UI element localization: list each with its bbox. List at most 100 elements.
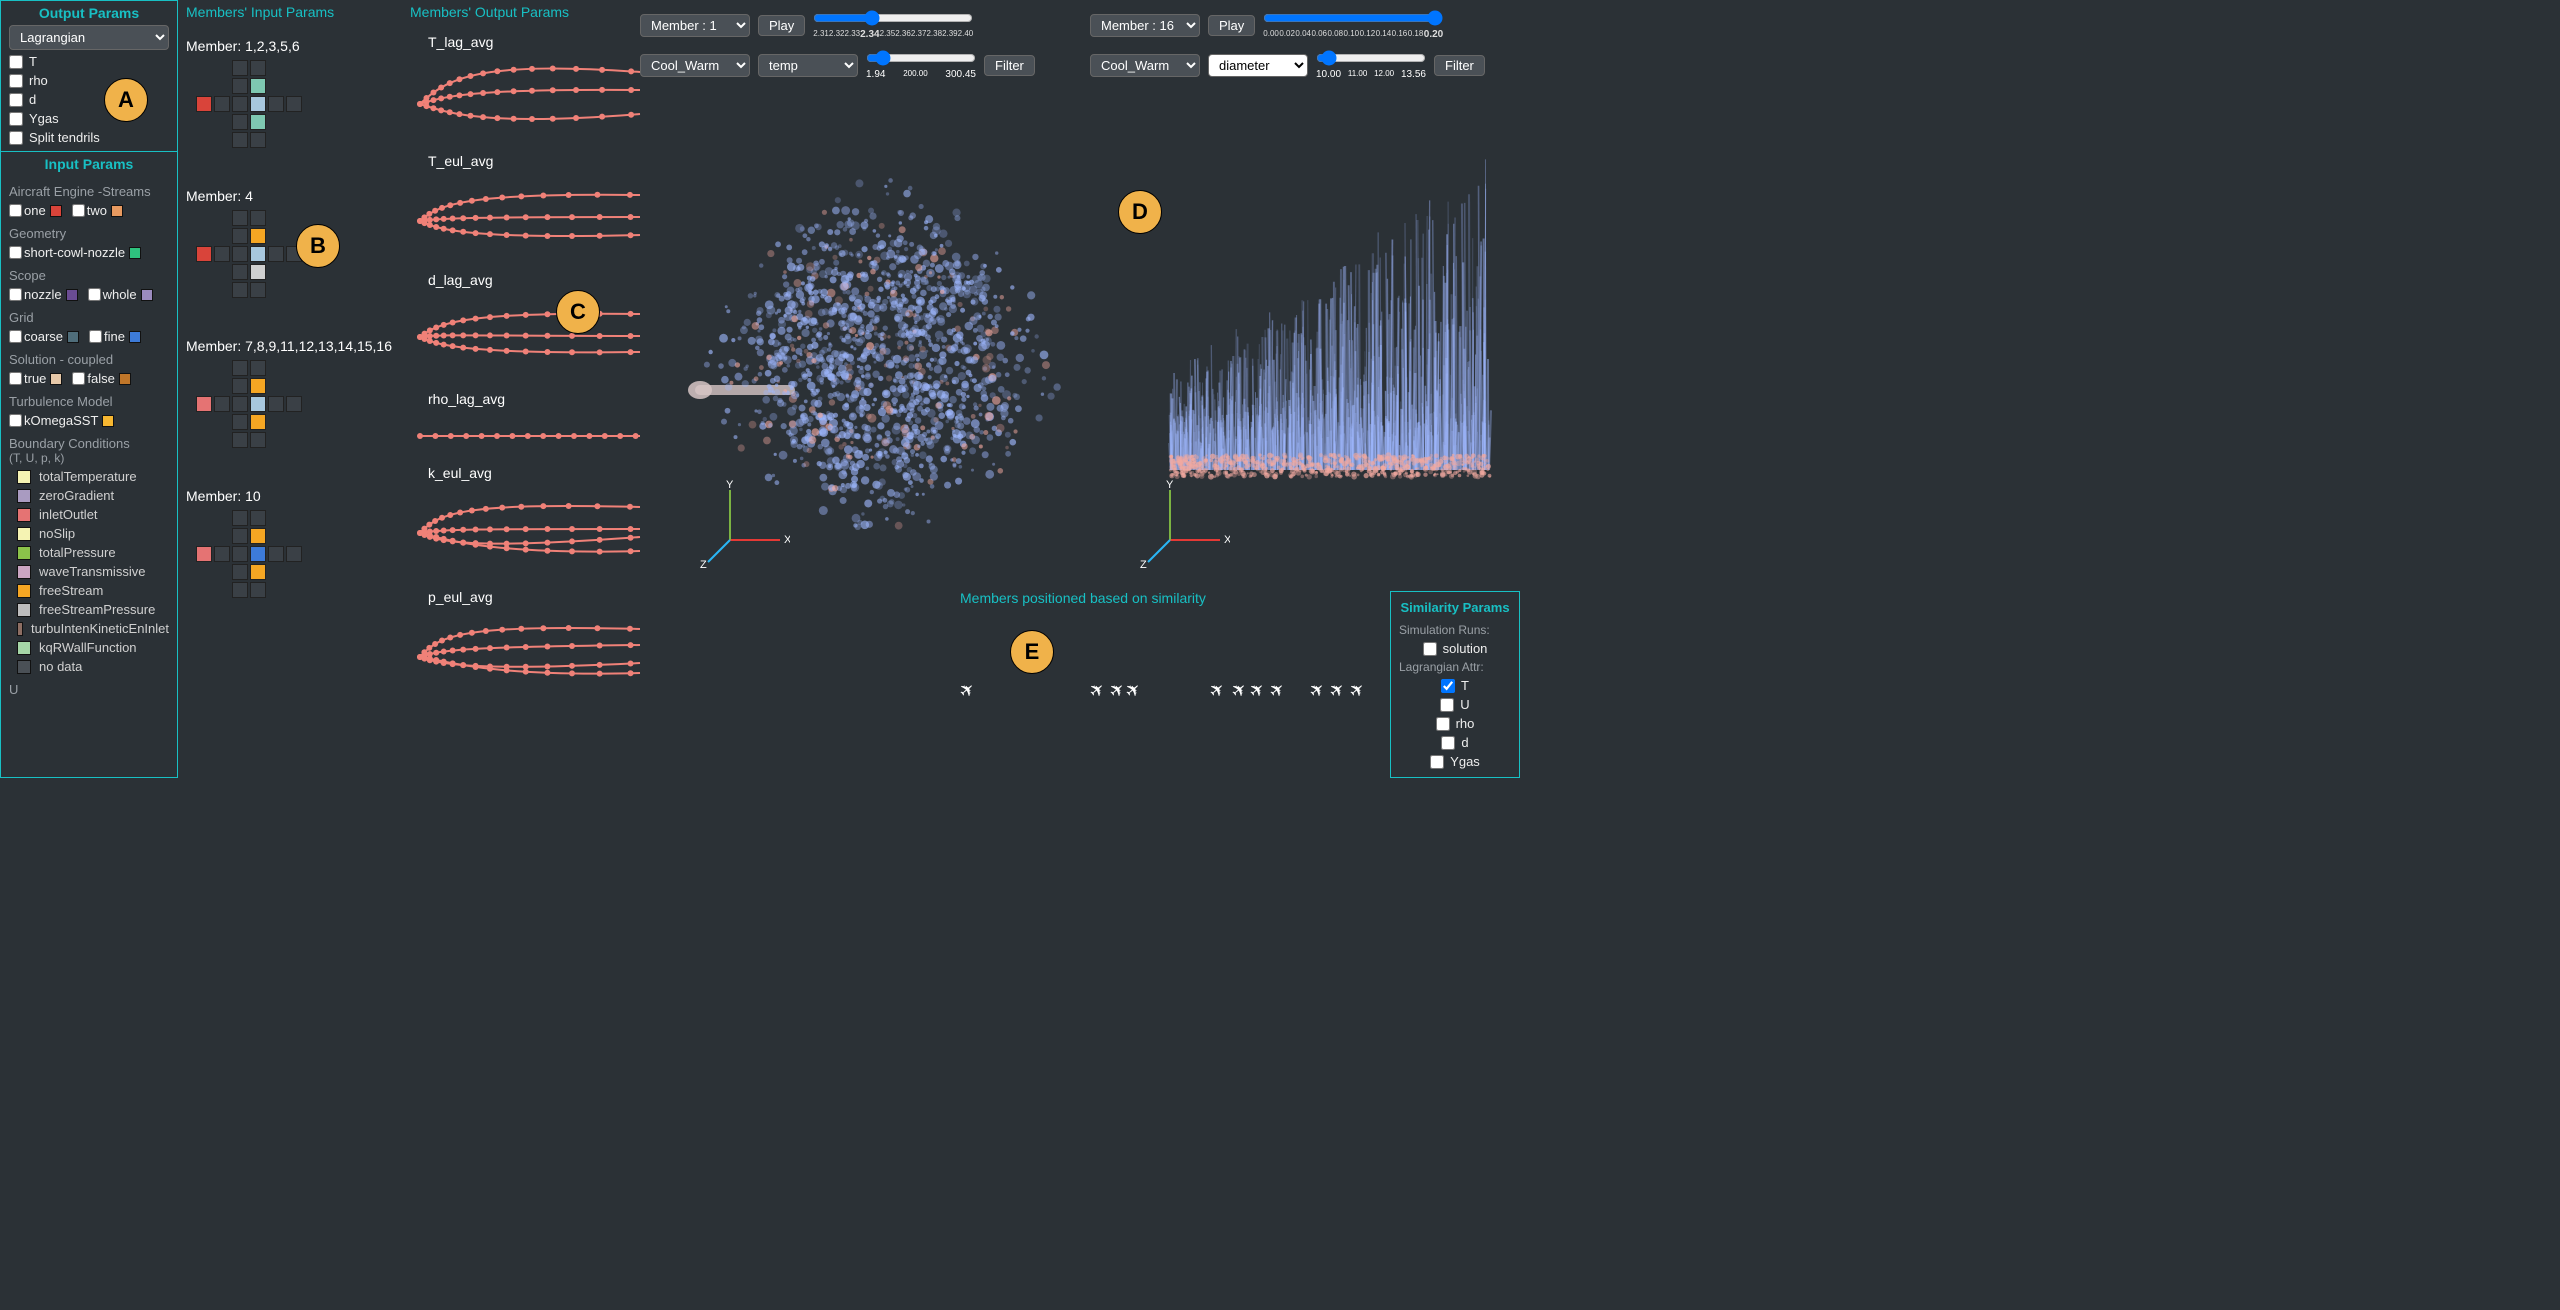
tendril-T_lag_avg[interactable] [410, 54, 650, 139]
members-input-title: Members' Input Params [186, 4, 406, 20]
chk-short-cowl-nozzle[interactable] [9, 246, 22, 259]
glyph-cell [232, 510, 248, 526]
filter-button-left[interactable]: Filter [984, 55, 1035, 76]
similarity-params-panel: Similarity Params Simulation Runs: solut… [1390, 591, 1520, 778]
chk-T[interactable] [9, 55, 23, 69]
filter-slider-right[interactable] [1316, 50, 1426, 66]
glyph-cell [250, 282, 266, 298]
bc-swatch-kqRWallFunction [17, 641, 31, 655]
time-slider-right[interactable] [1263, 10, 1443, 26]
range-m2-right: 12.00 [1374, 69, 1394, 80]
output-type-select[interactable]: Lagrangian [9, 25, 169, 50]
attr-select-right[interactable]: diameter [1208, 54, 1308, 77]
tendril-T_eul_avg[interactable] [410, 173, 650, 258]
time-slider-left[interactable] [813, 10, 973, 26]
glyph-cell [232, 246, 248, 262]
tendril-rho_lag_avg[interactable] [410, 411, 650, 451]
glyph-cell [196, 396, 212, 412]
sim-runs-label: Simulation Runs: [1399, 623, 1511, 637]
glyph-cell [268, 246, 284, 262]
glyph-cell [196, 246, 212, 262]
tendril-p_eul_avg[interactable] [410, 609, 650, 699]
chk-one[interactable] [9, 204, 22, 217]
lbl-kOmegaSST: kOmegaSST [24, 413, 98, 428]
sim-chk-Ygas[interactable] [1430, 755, 1444, 769]
glyph-cell [250, 378, 266, 394]
plane-icon[interactable]: ✈ [1205, 678, 1230, 704]
output-param-d_lag_avg: d_lag_avg [428, 272, 640, 288]
viz-right-scene[interactable]: X Y Z [1090, 100, 1510, 570]
output-param-k_eul_avg: k_eul_avg [428, 465, 640, 481]
annotation-a: A [104, 78, 148, 122]
tick: 0.06 [1311, 29, 1327, 40]
play-button-right[interactable]: Play [1208, 15, 1255, 36]
glyph-cell [232, 378, 248, 394]
member-glyph[interactable] [196, 360, 306, 470]
glyph-cell [232, 360, 248, 376]
member-select-left[interactable]: Member : 1 [640, 14, 750, 37]
swatch-short-cowl-nozzle [129, 247, 141, 259]
bc-swatch-totalPressure [17, 546, 31, 560]
sim-lbl-rho: rho [1456, 716, 1475, 731]
play-button-left[interactable]: Play [758, 15, 805, 36]
plane-icon[interactable]: ✈ [955, 678, 980, 704]
attr-select-left[interactable]: temp [758, 54, 858, 77]
chk-false[interactable] [72, 372, 85, 385]
chk-coarse[interactable] [9, 330, 22, 343]
lbl-one: one [24, 203, 46, 218]
sim-lbl-solution: solution [1443, 641, 1488, 656]
bc-swatch-noSlip [17, 527, 31, 541]
chk-kOmegaSST[interactable] [9, 414, 22, 427]
colormap-select-left[interactable]: Cool_Warm [640, 54, 750, 77]
tendril-k_eul_avg[interactable] [410, 485, 650, 575]
bc-swatch-zeroGradient [17, 489, 31, 503]
sim-chk-U[interactable] [1440, 698, 1454, 712]
plane-icon[interactable]: ✈ [1345, 678, 1370, 704]
plane-icon[interactable]: ✈ [1085, 678, 1110, 704]
plane-icon[interactable]: ✈ [1265, 678, 1290, 704]
colormap-select-right[interactable]: Cool_Warm [1090, 54, 1200, 77]
chk-Split tendrils[interactable] [9, 131, 23, 145]
sim-chk-solution[interactable] [1423, 642, 1437, 656]
chk-true[interactable] [9, 372, 22, 385]
glyph-cell [268, 546, 284, 562]
sim-lbl-Ygas: Ygas [1450, 754, 1480, 769]
chk-whole[interactable] [88, 288, 101, 301]
sim-chk-rho[interactable] [1436, 717, 1450, 731]
chk-fine[interactable] [89, 330, 102, 343]
swatch-true [50, 373, 62, 385]
lbl-T: T [29, 54, 37, 69]
plane-icon[interactable]: ✈ [1325, 678, 1350, 704]
sim-lag-label: Lagrangian Attr: [1399, 660, 1511, 674]
glyph-cell [268, 96, 284, 112]
filter-button-right[interactable]: Filter [1434, 55, 1485, 76]
range-m1-right: 11.00 [1348, 69, 1367, 80]
sim-chk-d[interactable] [1441, 736, 1455, 750]
tick: 0.02 [1279, 29, 1295, 40]
chk-Ygas[interactable] [9, 112, 23, 126]
viz-right-controls: Member : 16 Play 0.000.020.040.060.080.1… [1090, 10, 1485, 90]
bc-swatch-no data [17, 660, 31, 674]
member-glyph[interactable] [196, 210, 306, 320]
chk-d[interactable] [9, 93, 23, 107]
chk-nozzle[interactable] [9, 288, 22, 301]
filter-slider-left[interactable] [866, 50, 976, 66]
plane-icon[interactable]: ✈ [1121, 678, 1146, 704]
plane-icon[interactable]: ✈ [1245, 678, 1270, 704]
sim-chk-T[interactable] [1441, 679, 1455, 693]
range-lo-right: 10.00 [1316, 69, 1341, 80]
swatch-false [119, 373, 131, 385]
tendril-d_lag_avg[interactable] [410, 292, 650, 377]
glyph-cell [232, 114, 248, 130]
glyph-cell [232, 132, 248, 148]
viz-left-scene[interactable]: X Y Z [640, 100, 1070, 570]
tick: 2.40 [958, 29, 974, 40]
glyph-cell [232, 396, 248, 412]
member-select-right[interactable]: Member : 16 [1090, 14, 1200, 37]
chk-rho[interactable] [9, 74, 23, 88]
member-glyph[interactable] [196, 510, 306, 620]
section-Grid: Grid [9, 310, 169, 325]
chk-two[interactable] [72, 204, 85, 217]
plane-icon[interactable]: ✈ [1305, 678, 1330, 704]
member-glyph[interactable] [196, 60, 306, 170]
